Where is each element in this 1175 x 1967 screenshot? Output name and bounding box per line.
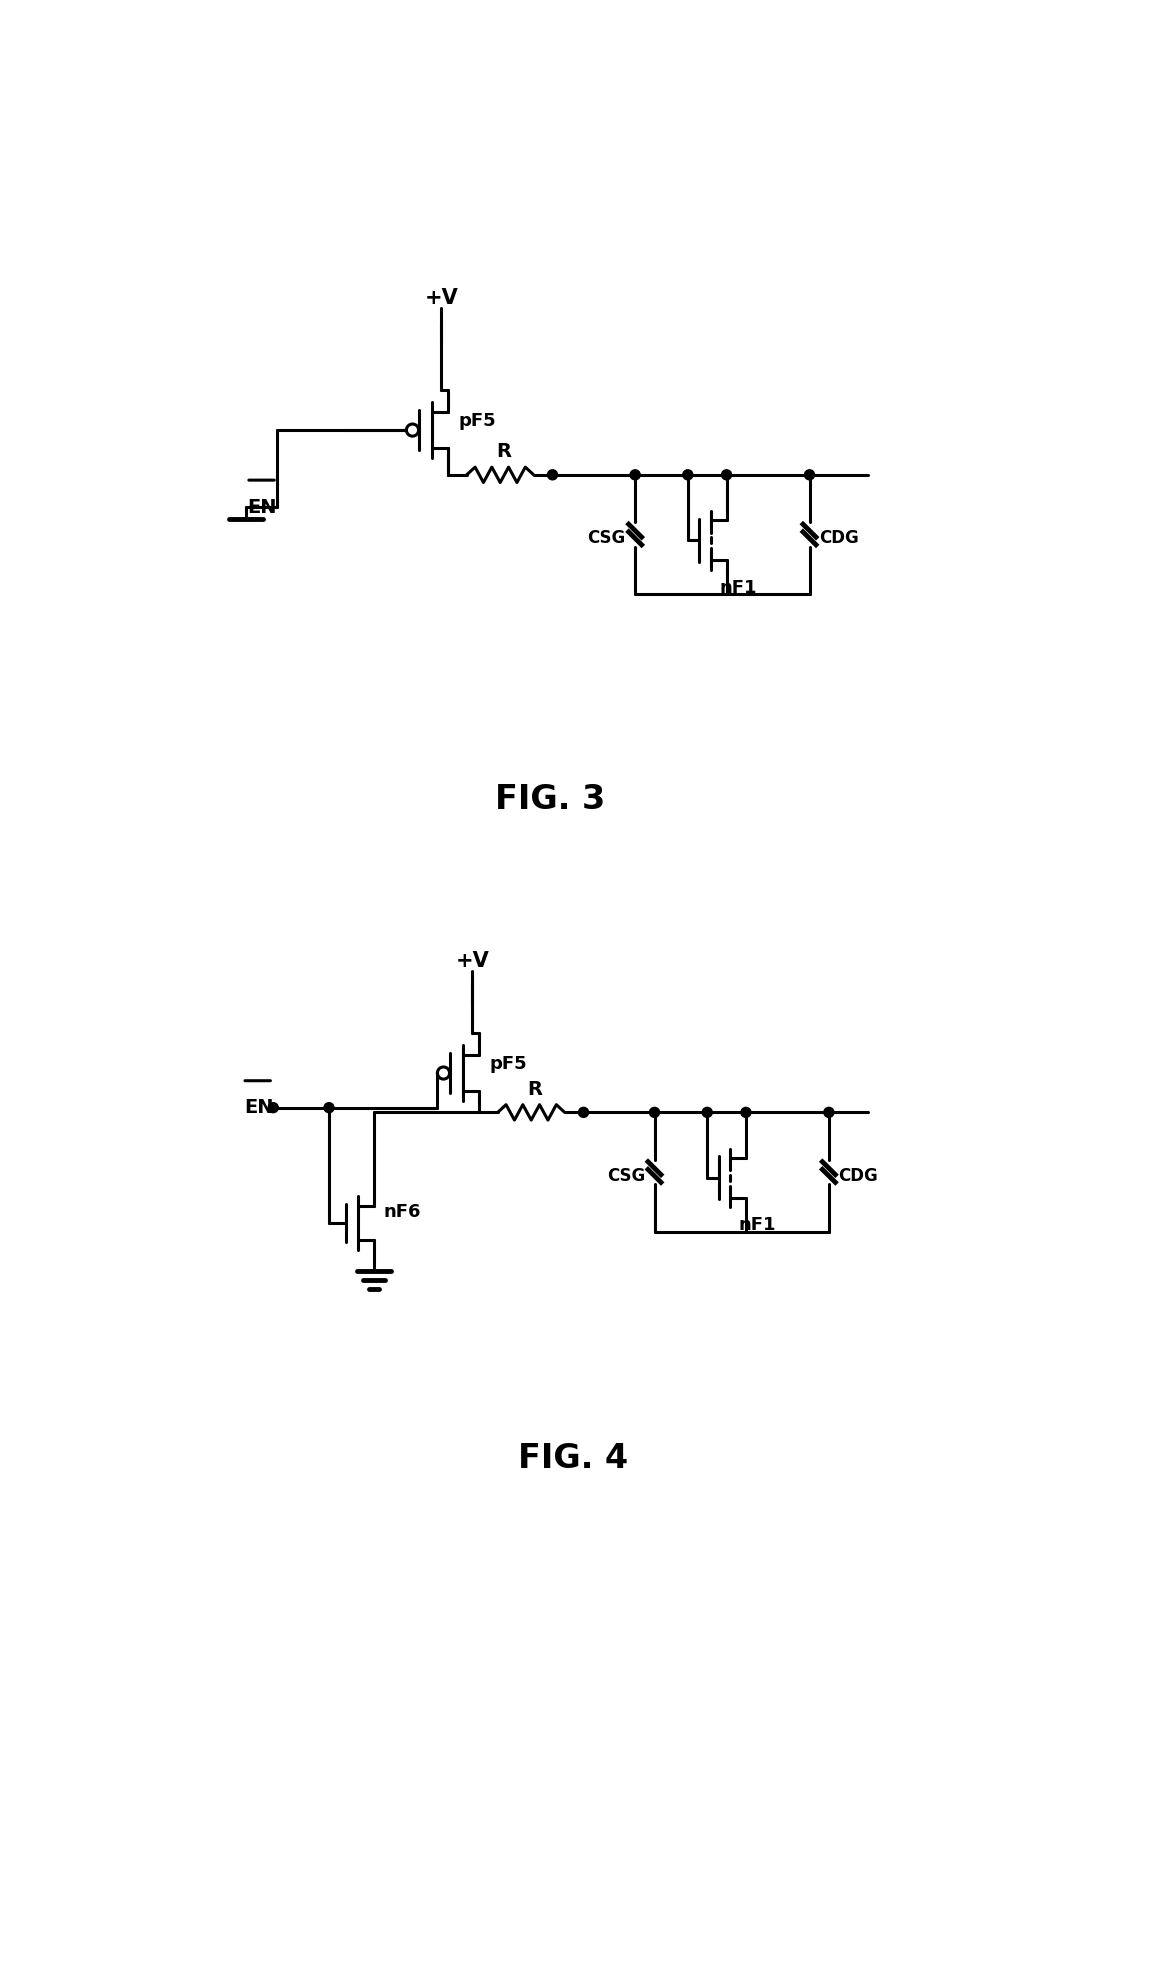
Circle shape [721, 470, 732, 480]
Circle shape [578, 1107, 589, 1117]
Text: pF5: pF5 [490, 1054, 528, 1072]
Circle shape [268, 1103, 278, 1113]
Circle shape [630, 470, 640, 480]
Text: +V: +V [456, 950, 489, 970]
Circle shape [548, 470, 558, 480]
Text: FIG. 3: FIG. 3 [495, 783, 605, 816]
Circle shape [824, 1107, 834, 1117]
Text: CDG: CDG [819, 529, 859, 547]
Text: R: R [497, 443, 511, 460]
Circle shape [324, 1103, 334, 1113]
Circle shape [741, 1107, 751, 1117]
Text: CSG: CSG [607, 1166, 645, 1184]
Text: EN: EN [248, 498, 277, 517]
Text: R: R [528, 1080, 543, 1098]
Text: FIG. 4: FIG. 4 [518, 1442, 629, 1475]
Text: CDG: CDG [838, 1166, 878, 1184]
Circle shape [703, 1107, 712, 1117]
Text: CSG: CSG [588, 529, 626, 547]
Circle shape [650, 1107, 659, 1117]
Text: nF6: nF6 [383, 1202, 421, 1222]
Circle shape [805, 470, 814, 480]
Text: nF1: nF1 [719, 578, 757, 596]
Text: +V: +V [424, 289, 458, 309]
Circle shape [683, 470, 693, 480]
Text: pF5: pF5 [458, 411, 496, 431]
Text: EN: EN [243, 1098, 274, 1117]
Text: nF1: nF1 [739, 1216, 777, 1235]
